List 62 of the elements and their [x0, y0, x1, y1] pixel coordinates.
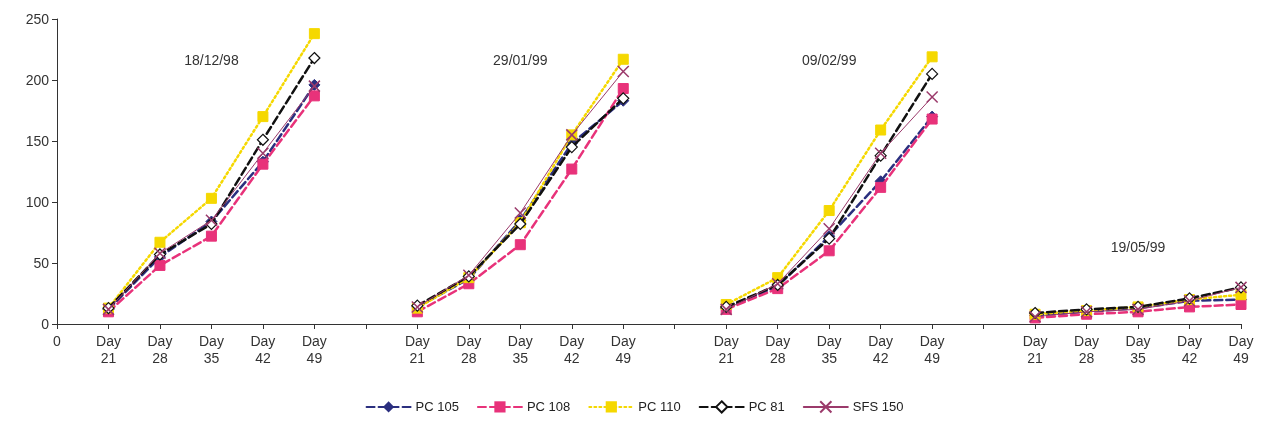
point [617, 53, 629, 65]
x-tick-label: Day 42 [1177, 332, 1202, 366]
point [617, 83, 629, 95]
x-tick-label: 0 [53, 332, 62, 349]
point [256, 133, 270, 146]
point [875, 124, 887, 136]
y-tick-label: 150 [25, 133, 50, 149]
x-tick-label: Day 28 [765, 332, 791, 366]
x-tick-label: Day 49 [610, 332, 636, 366]
point [205, 230, 217, 242]
x-tick-label: Day 42 [250, 332, 276, 366]
y-tick-label: 100 [25, 194, 50, 210]
legend-label: PC 81 [748, 399, 785, 415]
x-tick-label: Day 35 [198, 332, 224, 366]
point [925, 90, 939, 104]
y-tick-label: 250 [25, 11, 50, 27]
x-tick-label: Day 35 [507, 332, 533, 366]
annotation: 18/12/98 [184, 52, 239, 68]
point [205, 192, 217, 204]
x-tick-label: Day 28 [456, 332, 482, 366]
x-tick-label: Day 49 [301, 332, 327, 366]
legend-label: PC 108 [526, 399, 571, 415]
point [875, 181, 887, 193]
annotation: 09/02/99 [801, 52, 857, 68]
y-tick-label: 50 [33, 255, 50, 271]
x-tick-label: Day 21 [404, 332, 430, 366]
x-tick-label: Day 21 [1022, 332, 1048, 366]
point [514, 239, 526, 251]
point [154, 259, 166, 271]
x-tick-label: Day 49 [1228, 332, 1254, 366]
point [822, 222, 836, 236]
x-tick-label: Day 21 [713, 332, 739, 366]
point [1235, 298, 1247, 310]
point [565, 141, 578, 154]
point [823, 245, 835, 257]
point [308, 51, 321, 65]
point [823, 205, 835, 217]
annotation: 19/05/99 [1110, 239, 1166, 256]
annotation: 29/01/99 [493, 52, 548, 68]
point [926, 51, 938, 63]
x-tick-label: Day 35 [816, 332, 842, 366]
point [257, 111, 269, 123]
x-tick-label: Day 42 [868, 332, 894, 366]
x-tick-label: Day 35 [1125, 332, 1151, 366]
point [256, 146, 270, 160]
y-tick-label: 200 [25, 72, 50, 88]
x-tick-label: Day 28 [147, 332, 173, 366]
point [154, 236, 166, 248]
x-tick-label: Day 42 [559, 332, 585, 366]
point [308, 90, 320, 102]
x-tick-label: Day 49 [919, 332, 945, 366]
point [514, 206, 527, 220]
x-tick-label: Day 28 [1074, 332, 1100, 366]
point [566, 163, 578, 175]
legend-label: SFS 150 [852, 399, 904, 415]
legend-label: PC 105 [415, 399, 459, 415]
y-tick-label: 0 [41, 316, 50, 332]
legend-label: PC 110 [638, 399, 681, 415]
point [617, 65, 630, 78]
point [308, 28, 320, 40]
point [926, 67, 939, 80]
x-tick-label: Day 21 [96, 332, 121, 366]
